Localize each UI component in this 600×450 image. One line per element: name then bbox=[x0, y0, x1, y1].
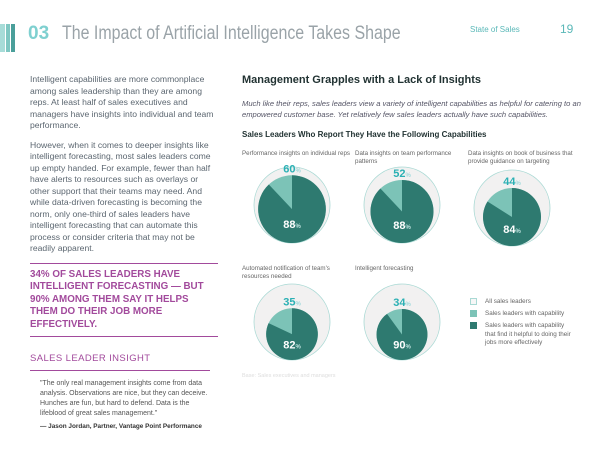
helpful-slice bbox=[376, 309, 428, 360]
chart-label: Data insights on book of business that p… bbox=[468, 150, 573, 166]
base-note: Base: Sales executives and managers bbox=[242, 373, 336, 379]
intro-paragraph: Intelligent capabilities are more common… bbox=[30, 74, 214, 130]
callout-stat: 34% OF SALES LEADERS HAVE INTELLIGENT FO… bbox=[30, 268, 204, 330]
chart-label: Performance insights on individual reps bbox=[242, 150, 350, 157]
divider bbox=[30, 262, 218, 264]
body-paragraph: However, when it comes to deeper insight… bbox=[30, 139, 211, 254]
capability-percent: 60% bbox=[283, 163, 301, 175]
report-name: State of Sales bbox=[470, 25, 520, 34]
chart-legend: All sales leaders Sales leaders with cap… bbox=[470, 298, 575, 353]
legend-item: Sales leaders with capability bbox=[470, 310, 575, 317]
legend-label: Sales leaders with capability that find … bbox=[485, 322, 571, 346]
helpful-slice bbox=[483, 188, 541, 246]
section-subtitle: Much like their reps, sales leaders view… bbox=[242, 99, 581, 119]
chart-title: Sales Leaders Who Report They Have the F… bbox=[242, 130, 487, 139]
chart-label: Intelligent forecasting bbox=[355, 265, 414, 272]
chart-label: Data insights on team performance patter… bbox=[355, 150, 452, 166]
helpful-slice bbox=[266, 308, 318, 360]
left-column: Intelligent capabilities are more common… bbox=[30, 74, 218, 430]
divider bbox=[30, 336, 218, 337]
divider bbox=[30, 370, 210, 371]
insight-box: SALES LEADER INSIGHT "The only real mana… bbox=[30, 353, 210, 430]
section-marker bbox=[0, 24, 18, 52]
chart-label: Automated notification of team's resourc… bbox=[242, 265, 330, 281]
page-number: 19 bbox=[560, 22, 574, 36]
legend-label: All sales leaders bbox=[485, 298, 531, 305]
legend-item: Sales leaders with capability that find … bbox=[470, 322, 575, 348]
legend-label: Sales leaders with capability bbox=[485, 310, 565, 317]
quote: "The only real management insights come … bbox=[40, 380, 208, 417]
legend-item: All sales leaders bbox=[470, 298, 575, 305]
insight-title: SALES LEADER INSIGHT bbox=[30, 353, 151, 364]
legend-swatch bbox=[470, 310, 477, 317]
section-heading: Management Grapples with a Lack of Insig… bbox=[242, 74, 481, 86]
section-number: 03 bbox=[28, 23, 50, 44]
quote-attribution: — Jason Jordan, Partner, Vantage Point P… bbox=[40, 423, 202, 430]
legend-swatch bbox=[470, 322, 477, 329]
legend-swatch bbox=[470, 298, 477, 305]
helpful-slice bbox=[370, 179, 434, 243]
page-title: The Impact of Artificial Intelligence Ta… bbox=[62, 23, 401, 44]
helpful-slice bbox=[258, 175, 326, 243]
